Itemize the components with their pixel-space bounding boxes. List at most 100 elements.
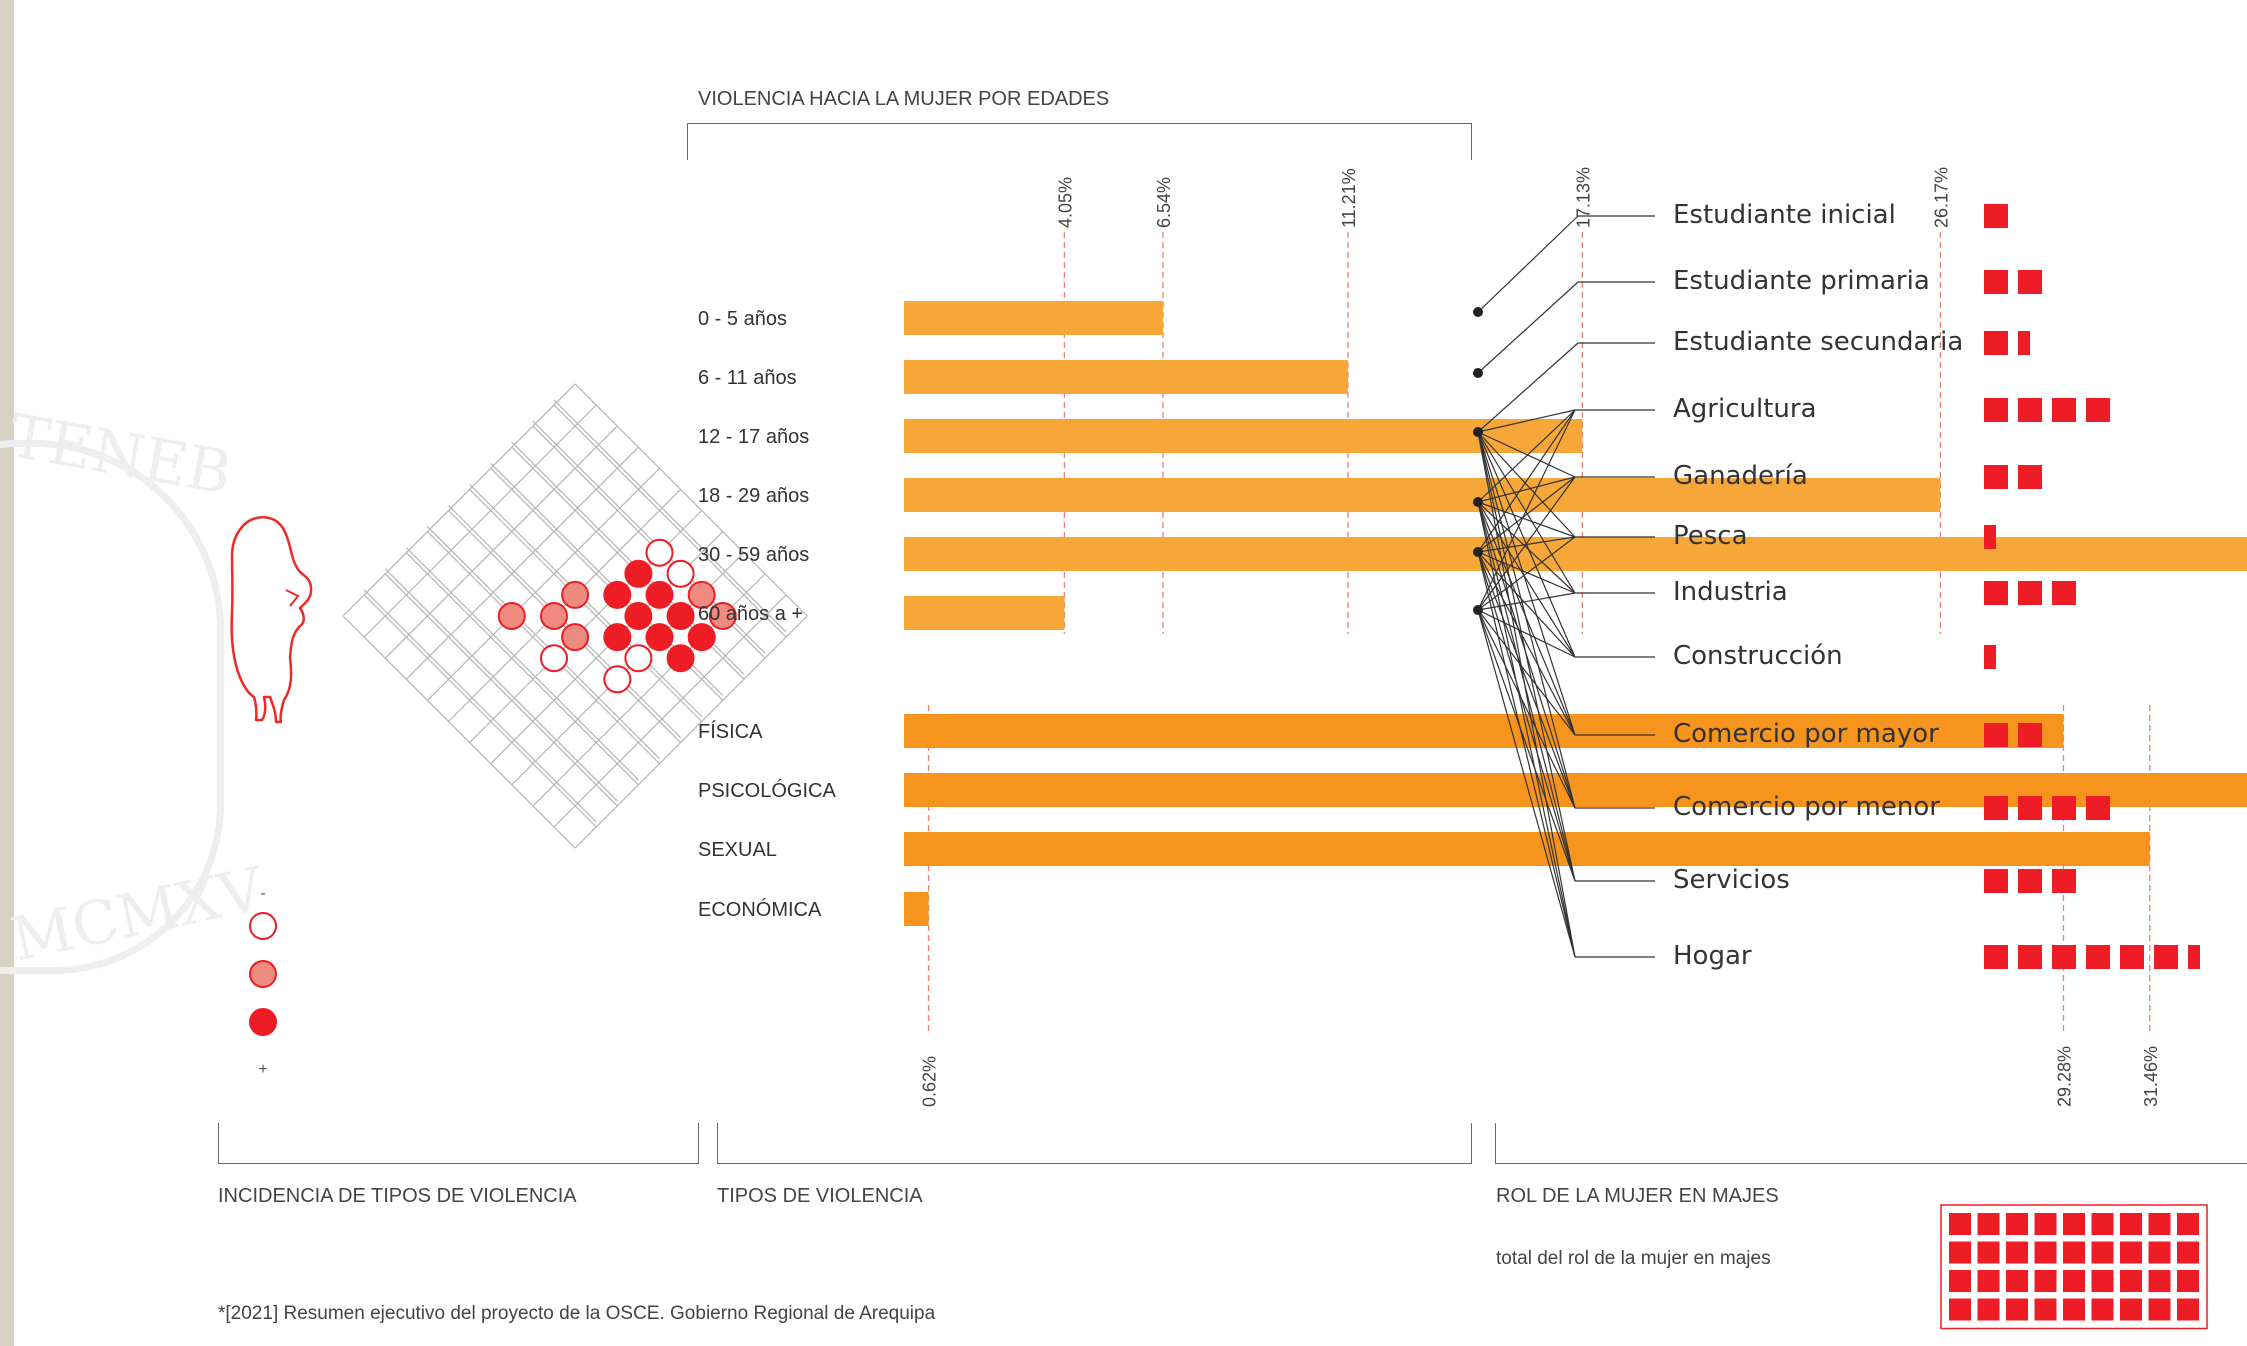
role-square-partial	[1984, 525, 1996, 549]
roles-total-cell	[2034, 1298, 2057, 1321]
incidence-dot-mid	[561, 623, 590, 652]
roles-total-cell	[2177, 1270, 2199, 1292]
roles-total-cell	[2091, 1298, 2114, 1321]
role-square	[1984, 465, 2008, 489]
role-label: Hogar	[1673, 941, 1752, 971]
incidence-dot-low	[624, 644, 653, 673]
roles-total-cell	[2148, 1241, 2171, 1264]
roles-total-cell	[1977, 1298, 2000, 1321]
roles-total-cell	[1977, 1213, 2000, 1235]
role-square	[2052, 398, 2076, 422]
roles-total-cell	[2148, 1298, 2171, 1321]
left-edge-strip	[0, 0, 14, 1346]
role-connector-line	[1477, 431, 1576, 736]
role-square	[2052, 581, 2076, 605]
ages-category-label: 6 - 11 años	[698, 367, 797, 389]
grid-line	[363, 404, 597, 638]
roles-total-cell	[2034, 1241, 2057, 1264]
ages-bar	[904, 360, 1348, 394]
roles-total-cell	[2006, 1298, 2028, 1321]
grid-line	[426, 531, 660, 765]
types-category-label: FÍSICA	[698, 720, 763, 743]
ages-category-label: 12 - 17 años	[698, 426, 809, 448]
roles-section-title: ROL DE LA MUJER EN MAJES	[1496, 1185, 1779, 1207]
role-connector-line	[1477, 501, 1576, 736]
grid-line	[448, 510, 682, 744]
ages-category-label: 18 - 29 años	[698, 485, 809, 507]
ages-bar-chart: 4.05%6.54%11.21%17.13%26.17%34.89%0 - 5 …	[698, 167, 2247, 634]
role-connector-line	[1477, 476, 1576, 553]
role-square-partial	[1984, 645, 1996, 669]
role-label: Ganadería	[1673, 461, 1808, 491]
types-bar	[904, 714, 2064, 748]
types-category-label: PSICOLÓGICA	[698, 779, 836, 802]
woman-arm-detail	[285, 589, 300, 607]
role-connector-line	[1477, 501, 1576, 538]
grid-line	[363, 594, 597, 828]
role-square	[1984, 796, 2008, 820]
role-square	[2018, 945, 2042, 969]
grid-line	[426, 467, 660, 701]
role-square	[1984, 204, 2008, 228]
role-connector-line	[1477, 409, 1576, 503]
role-label: Comercio por menor	[1673, 792, 1940, 822]
role-hub-dot	[1473, 307, 1483, 317]
roles-total-cell	[1977, 1241, 2000, 1264]
roles-total-cell	[2091, 1270, 2114, 1292]
role-hub-dot	[1473, 368, 1483, 378]
role-square	[2018, 796, 2042, 820]
roles-total-cell	[2063, 1270, 2085, 1292]
role-square	[1984, 581, 2008, 605]
roles-total-cell	[1949, 1298, 1971, 1321]
grid-line	[342, 383, 576, 617]
roles-connector-lines	[1473, 215, 1655, 958]
role-hub-dot	[1473, 547, 1483, 557]
grid-line	[448, 488, 682, 722]
roles-bracket	[1495, 1123, 2247, 1164]
incidence-legend: -+	[249, 885, 277, 1078]
incidence-dot-high	[687, 623, 716, 652]
roles-total-cell	[2063, 1241, 2085, 1264]
woman-silhouette-icon	[230, 516, 313, 724]
incidence-dot-low	[645, 538, 674, 567]
role-square	[1984, 723, 2008, 747]
roles-total-cell	[2091, 1213, 2114, 1235]
incidence-dot-high	[603, 580, 632, 609]
role-square-partial	[2188, 945, 2200, 969]
role-label: Comercio por mayor	[1673, 719, 1939, 749]
incidence-dot-high	[624, 559, 653, 588]
roles-total-cell	[2148, 1213, 2171, 1235]
role-square-partial	[2018, 331, 2030, 355]
role-connector-line	[1477, 551, 1576, 658]
roles-total-cell	[2120, 1270, 2142, 1292]
grid-line	[553, 399, 787, 633]
role-label: Pesca	[1673, 521, 1748, 551]
incidence-dot-high	[666, 602, 695, 630]
roles-total-cell	[2063, 1213, 2085, 1235]
ages-chart-title: VIOLENCIA HACIA LA MUJER POR EDADES	[698, 88, 1110, 110]
role-square	[2018, 581, 2042, 605]
role-connector-line	[1477, 501, 1576, 594]
types-category-label: SEXUAL	[698, 839, 777, 861]
types-category-label: ECONÓMICA	[698, 898, 822, 921]
role-connector-line	[1477, 501, 1576, 882]
role-label: Servicios	[1673, 865, 1790, 895]
role-connector-line	[1477, 476, 1576, 611]
legend-dot-low	[249, 912, 277, 940]
grid-line	[405, 552, 639, 786]
grid-line	[342, 615, 576, 849]
role-hub-dot	[1473, 605, 1483, 615]
types-threshold-label: 31.46%	[2141, 1046, 2161, 1107]
role-connector-line	[1477, 609, 1576, 958]
ages-threshold-label: 4.05%	[1055, 177, 1075, 228]
role-label: Estudiante inicial	[1673, 200, 1896, 230]
roles-total-frame	[1940, 1204, 2208, 1330]
types-bar-chart: 0.62%29.28%31.46%38.63%FÍSICAPSICOLÓGICA…	[698, 705, 2247, 1107]
ages-bar	[904, 419, 1583, 453]
roles-total-cell	[2177, 1298, 2199, 1321]
role-square	[1984, 331, 2008, 355]
role-hub-dot	[1473, 497, 1483, 507]
role-connector-line	[1477, 281, 1579, 374]
